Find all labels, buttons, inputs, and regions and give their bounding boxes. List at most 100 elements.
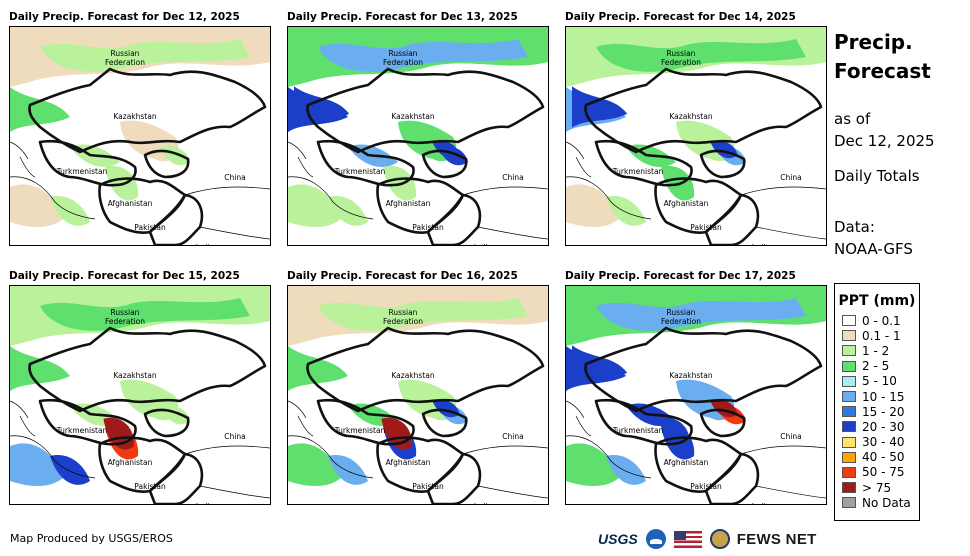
logo-strip: USGS FEWS NET (596, 527, 817, 551)
country-border (28, 326, 267, 413)
panel-title: Daily Precip. Forecast for Dec 16, 2025 (287, 270, 518, 282)
country-label-kazakhstan: Kazakhstan (391, 112, 435, 121)
country-label-federation: Federation (383, 317, 423, 326)
legend-swatch (842, 315, 856, 327)
precip-core (294, 86, 350, 128)
precip-map: Russian Federation Kazakhstan Turkmenistan A… (565, 26, 827, 246)
precip-area (50, 455, 90, 485)
coastline (288, 176, 374, 220)
legend-swatch (842, 391, 856, 403)
country-border (143, 149, 190, 179)
panel-title: Daily Precip. Forecast for Dec 14, 2025 (565, 11, 796, 23)
legend-item: 5 - 10 (835, 374, 919, 389)
precip-area (318, 298, 528, 331)
legend-item: 20 - 30 (835, 419, 919, 434)
forecast-panel: Daily Precip. Forecast for Dec 16, 2025 R… (287, 270, 549, 506)
panel-title: Daily Precip. Forecast for Dec 12, 2025 (9, 11, 240, 23)
coastline (10, 400, 29, 419)
country-border (148, 452, 204, 504)
panel-title: Daily Precip. Forecast for Dec 15, 2025 (9, 270, 240, 282)
coastline (566, 141, 585, 160)
country-label-afghanistan: Afghanistan (107, 199, 153, 208)
coastline (19, 415, 36, 437)
coastline (575, 415, 592, 437)
precip-area (40, 39, 250, 72)
coastline (566, 176, 652, 220)
country-border (28, 67, 267, 154)
coastline (19, 156, 36, 178)
legend-item: 0.1 - 1 (835, 328, 919, 343)
country-label-kazakhstan: Kazakhstan (113, 112, 157, 121)
country-label-turkmenistan: Turkmenistan (612, 167, 664, 176)
coastline (199, 485, 270, 499)
country-label-turkmenistan: Turkmenistan (334, 167, 386, 176)
legend-swatch (842, 497, 856, 509)
fews-net-logo: FEWS NET (736, 530, 817, 548)
country-label-pakistan: Pakistan (134, 223, 166, 232)
legend-item: No Data (835, 495, 919, 510)
country-label-china: China (502, 173, 524, 182)
legend-swatch (842, 436, 856, 448)
country-label-india: India (196, 243, 214, 245)
country-label-federation: Federation (383, 58, 423, 67)
country-label-india: India (474, 502, 492, 504)
legend-item: 15 - 20 (835, 404, 919, 419)
coastline (184, 445, 270, 455)
legend-label: > 75 (862, 480, 892, 495)
legend-swatch (842, 345, 856, 357)
us-flag-icon (673, 530, 702, 548)
country-label-india: India (474, 243, 492, 245)
country-label-turkmenistan: Turkmenistan (56, 426, 108, 435)
country-label-pakistan: Pakistan (412, 223, 444, 232)
country-label-india: India (196, 502, 214, 504)
forecast-panel: Daily Precip. Forecast for Dec 15, 2025 R… (9, 270, 271, 506)
country-border (421, 149, 468, 179)
coastline (288, 141, 307, 160)
precip-area (10, 346, 70, 391)
legend-swatch (842, 466, 856, 478)
legend-item: > 75 (835, 480, 919, 495)
precip-core (572, 86, 628, 128)
legend-label: 2 - 5 (862, 359, 890, 374)
legend-label: 30 - 40 (862, 435, 905, 450)
coastline (10, 141, 29, 160)
forecast-panel: Daily Precip. Forecast for Dec 13, 2025 R… (287, 11, 549, 247)
country-label-russia: Russian (388, 49, 418, 58)
panel-title: Daily Precip. Forecast for Dec 17, 2025 (565, 270, 796, 282)
precip-area (288, 346, 348, 391)
country-border (306, 67, 545, 154)
as-of-date: as of Dec 12, 2025 (834, 110, 935, 150)
country-label-afghanistan: Afghanistan (663, 199, 709, 208)
precip-area (10, 184, 65, 227)
coastline (10, 435, 96, 479)
precip-area (50, 196, 90, 226)
precip-area (10, 443, 65, 486)
legend-item: 50 - 75 (835, 465, 919, 480)
legend-swatch (842, 406, 856, 418)
country-label-china: China (224, 173, 246, 182)
legend-item: 1 - 2 (835, 343, 919, 358)
data-source: Data: NOAA-GFS (834, 218, 913, 258)
coastline (462, 186, 548, 196)
forecast-panel: Daily Precip. Forecast for Dec 14, 2025 R… (565, 11, 827, 247)
country-label-afghanistan: Afghanistan (385, 199, 431, 208)
country-border (143, 408, 190, 438)
precip-area (10, 87, 70, 132)
legend-label: 50 - 75 (862, 465, 905, 480)
precip-map: Russian Federation Kazakhstan Turkmenistan A… (287, 26, 549, 246)
precip-area (566, 443, 621, 486)
legend-label: No Data (862, 495, 911, 510)
precip-area (566, 184, 621, 227)
precip-core (572, 345, 628, 387)
coastline (462, 445, 548, 455)
precip-map: Russian Federation Kazakhstan Turkmenistan A… (287, 285, 549, 505)
country-border (426, 193, 482, 245)
legend-swatch (842, 482, 856, 494)
country-label-china: China (780, 432, 802, 441)
country-border (584, 67, 823, 154)
legend-label: 20 - 30 (862, 419, 905, 434)
coastline (297, 415, 314, 437)
country-label-russia: Russian (388, 308, 418, 317)
coastline (288, 435, 374, 479)
